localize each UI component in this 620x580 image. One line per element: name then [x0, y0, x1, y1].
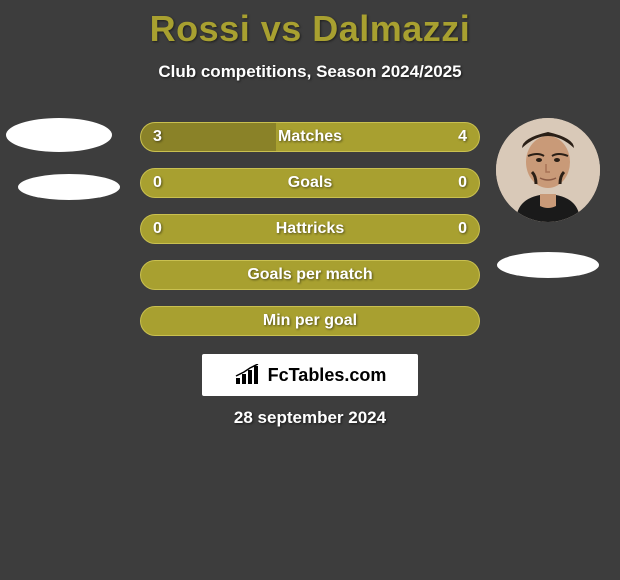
bar-value-right: 0 [458, 220, 467, 238]
comparison-bars: 3Matches40Goals00Hattricks0Goals per mat… [140, 122, 480, 352]
logo-text: FcTables.com [268, 365, 387, 386]
oval-placeholder [18, 174, 120, 200]
bar-row: 0Hattricks0 [140, 214, 480, 244]
right-player [496, 118, 600, 278]
bar-row: 0Goals0 [140, 168, 480, 198]
bar-value-right: 0 [458, 174, 467, 192]
left-player-placeholder [0, 118, 120, 200]
bar-row: Min per goal [140, 306, 480, 336]
oval-placeholder [6, 118, 112, 152]
page-title: Rossi vs Dalmazzi [0, 0, 620, 50]
bar-row: Goals per match [140, 260, 480, 290]
subtitle: Club competitions, Season 2024/2025 [0, 62, 620, 82]
logo-box: FcTables.com [202, 354, 418, 396]
bar-label: Min per goal [141, 312, 479, 330]
chart-icon [234, 364, 264, 386]
bar-label: Hattricks [141, 220, 479, 238]
avatar-svg [496, 118, 600, 222]
avatar [496, 118, 600, 222]
bar-row: 3Matches4 [140, 122, 480, 152]
bar-value-right: 4 [458, 128, 467, 146]
date-text: 28 september 2024 [0, 408, 620, 428]
bar-label: Goals per match [141, 266, 479, 284]
oval-placeholder [497, 252, 599, 278]
bar-label: Matches [141, 128, 479, 146]
bar-label: Goals [141, 174, 479, 192]
